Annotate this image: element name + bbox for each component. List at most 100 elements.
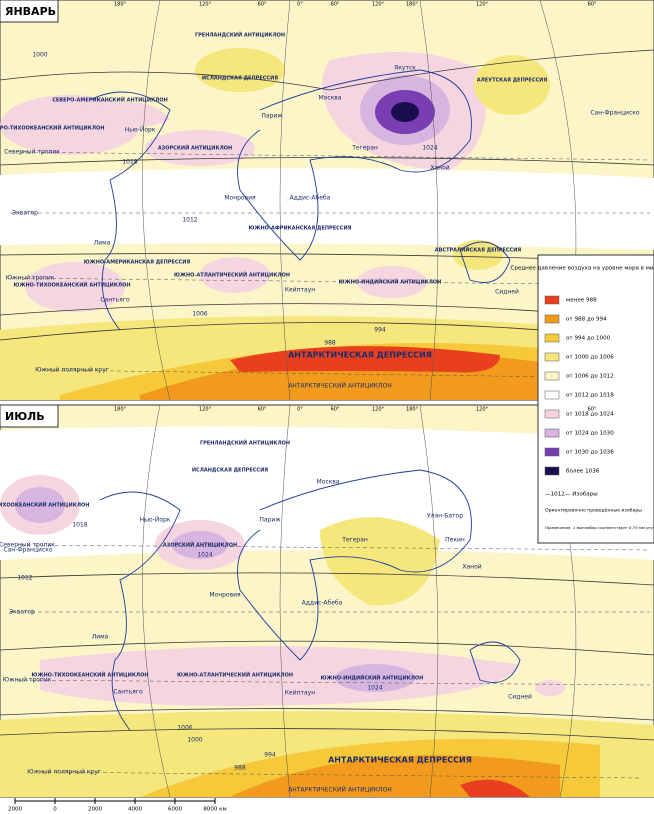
legend-swatch [544,447,560,457]
map-label: Монровия [224,195,256,202]
longitude-label: 0° [297,2,303,8]
panel-title: ЯНВАРЬ [5,5,56,18]
legend-label: от 1000 до 1006 [566,355,614,361]
zone [335,664,415,692]
isobar [0,640,654,656]
map-label: Якутск [394,65,416,72]
zone [460,779,530,797]
map-label: ЮЖНО-АМЕРИКАНСКАЯ ДЕПРЕССИЯ [84,260,191,266]
meridian [141,404,577,798]
zone [0,168,654,250]
zone [172,531,228,559]
longitude-label: 180° [406,407,419,413]
zone [453,240,503,270]
legend-label: от 1030 до 1036 [566,450,614,456]
legend-label: от 1018 до 1024 [566,412,614,418]
map-label: 1024 [367,685,382,692]
map-label: Кейптаун [285,287,315,294]
map-label: Пекин [445,537,465,544]
map-label: 988 [234,765,246,772]
map-label: Лима [94,240,111,247]
longitude-label: 180° [114,2,127,8]
map-label: Южный полярный круг [27,769,101,776]
longitude-label: 60° [258,407,267,413]
map-label: Сантьяго [100,297,130,304]
map-label: АВСТРАЛИЙСКАЯ ДЕПРЕССИЯ [435,246,522,254]
map-label: АНТАРКТИЧЕСКАЯ ДЕПРЕССИЯ [288,351,432,360]
longitude-label: 120° [476,2,489,8]
zone [474,55,550,115]
isobar [0,708,654,721]
scale-label: 2000 [88,807,102,813]
zone [195,48,285,92]
legend-label: более 1036 [566,469,600,475]
map-label: СЕВЕРО-ТИХООКЕАНСКИЙ АНТИЦИКЛОН [0,501,89,509]
scale-label: 0 [53,807,57,813]
january-panel [0,0,654,401]
legend-swatch [544,409,560,419]
zone [357,266,427,298]
map-label: Сидней [508,694,532,701]
parallel [9,544,651,779]
legend-note: Примечание. 1 миллибар соответствует 0,7… [545,525,654,530]
map-label: ЮЖНО-АТЛАНТИЧЕСКИЙ АНТИЦИКЛОН [174,271,290,279]
coastline [89,69,511,331]
zone [320,517,440,606]
legend-label: менее 988 [566,298,597,304]
longitude-label: 60° [588,2,597,8]
map-label: Сантьяго [113,689,143,696]
map-label: Южный тропик [3,677,52,684]
map-label: 1024 [197,552,212,559]
map-label: Ханой [462,564,481,571]
longitude-label: 120° [476,407,489,413]
map-label: Париж [259,517,281,524]
map-label: 994 [264,752,276,759]
map-label: 1012 [182,217,197,224]
map-label: 994 [374,327,386,334]
zone [0,426,654,560]
map-label: Лима [92,634,109,641]
zone [15,487,65,523]
longitude-label: 120° [372,407,385,413]
map-label: Экватор [9,609,35,616]
legend: Среднее давление воздуха на уровне моря … [510,254,654,544]
map-label: 1000 [187,737,202,744]
map-label: СЕВЕРО-ТИХООКЕАНСКИЙ АНТИЦИКЛОН [0,124,104,132]
map-label: АЛЕУТСКАЯ ДЕПРЕССИЯ [477,78,548,84]
map-label: Париж [261,113,283,120]
map-label: Экватор [12,210,38,217]
map-label: АНТАРКТИЧЕСКИЙ АНТИЦИКЛОН [288,787,392,794]
longitude-label: 180° [114,407,127,413]
map-label: Москва [317,479,340,486]
map-label: ЮЖНО-ТИХООКЕАНСКИЙ АНТИЦИКЛОН [31,671,148,679]
longitude-label: 0° [297,407,303,413]
legend-swatch [544,371,560,381]
map-label: Нью-Йорк [140,517,171,524]
map-label: Нью-Йорк [125,127,156,134]
longitude-label: 60° [331,407,340,413]
longitude-label: 120° [199,2,212,8]
map-label: 1000 [32,52,47,59]
longitude-label: 120° [199,407,212,413]
map-label: Северный тропик [4,149,60,156]
map-label: Кейптаун [285,690,315,697]
longitude-label: 60° [258,2,267,8]
legend-isobars: —1012— Изобары [545,492,598,498]
title-box [0,404,59,428]
map-label: Улан-Батор [427,513,463,520]
legend-swatch [544,390,560,400]
map-label: Южный тропик [6,275,55,282]
map-label: ЮЖНО-ИНДИЙСКИЙ АНТИЦИКЛОН [321,674,424,682]
isobar [0,49,654,91]
map-label: Сидней [495,289,519,296]
zone [230,346,500,373]
map-label: АНТАРКТИЧЕСКАЯ ДЕПРЕССИЯ [328,756,472,765]
map-label: 1006 [192,311,207,318]
scale-label: 2000 [8,807,22,813]
map-label: ЮЖНО-ТИХООКЕАНСКИЙ АНТИЦИКЛОН [13,281,130,289]
map-label: Аддис-Абеба [290,195,331,202]
map-label: ИСЛАНДСКАЯ ДЕПРЕССИЯ [192,468,268,474]
map-label: 1018 [122,159,137,166]
legend-label: от 988 до 994 [566,317,607,323]
